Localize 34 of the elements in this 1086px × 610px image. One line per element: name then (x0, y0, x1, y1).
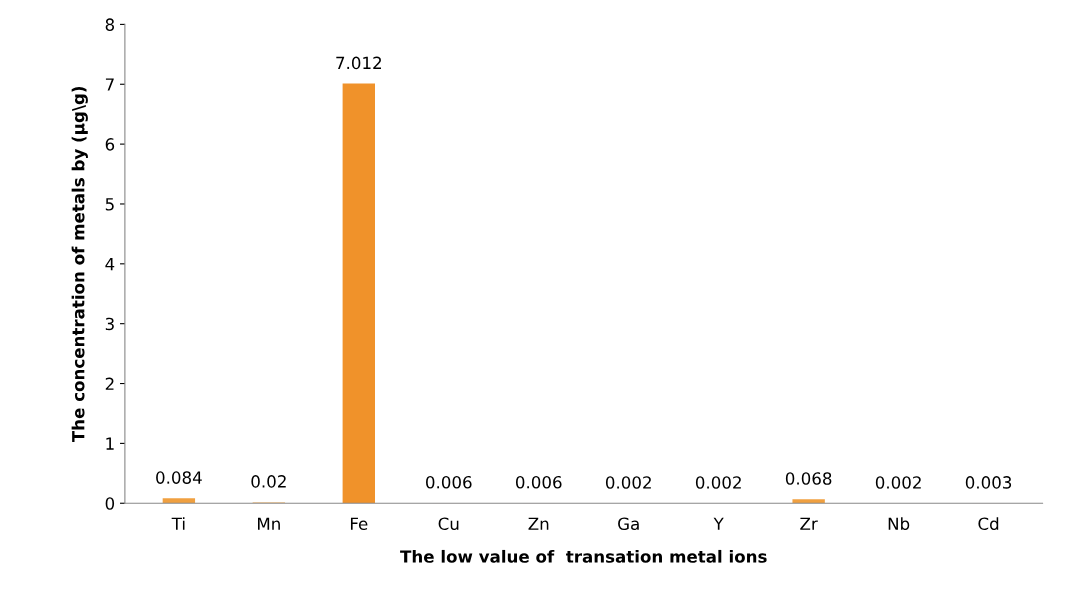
x-tick-label: Ti (171, 517, 185, 530)
y-tick-label: 2 (105, 377, 114, 390)
data-label: 0.02 (251, 475, 286, 488)
data-label: 0.068 (785, 472, 832, 485)
data-label: 7.012 (336, 56, 381, 70)
bar (162, 498, 196, 504)
x-tick-label: Zn (528, 517, 549, 530)
x-tick-label: Y (713, 517, 724, 530)
data-label: 0.002 (605, 476, 651, 489)
x-tick-label: Zr (800, 517, 818, 530)
x-tick-label: Mn (258, 517, 280, 530)
y-tick-label: 7 (105, 78, 114, 91)
y-tick-label: 0 (105, 497, 115, 510)
data-label: 0.006 (426, 475, 472, 489)
x-tick-label: Ga (618, 517, 639, 531)
y-tick-label: 1 (106, 437, 114, 450)
data-label: 0.002 (695, 476, 741, 489)
data-label: 0.002 (875, 476, 921, 489)
x-axis-title: The low value of transation metal ions (400, 549, 767, 563)
y-tick-label: 4 (105, 258, 115, 271)
x-tick-label: Cd (978, 517, 999, 531)
y-tick-label: 5 (105, 198, 114, 211)
y-tick-label: 6 (105, 138, 115, 151)
x-tick-label: Nb (888, 517, 910, 531)
data-label: 0.084 (156, 471, 202, 484)
data-label: 0.003 (965, 476, 1012, 489)
y-axis-title: The concentration of metals by (µg\g) (71, 86, 88, 443)
x-tick-label: Fe (350, 517, 368, 531)
y-tick-label: 3 (105, 317, 114, 331)
x-tick-label: Cu (438, 517, 459, 531)
data-label: 0.006 (515, 475, 562, 489)
bar (342, 83, 375, 504)
y-tick-label: 8 (105, 18, 115, 31)
bar (792, 499, 825, 504)
